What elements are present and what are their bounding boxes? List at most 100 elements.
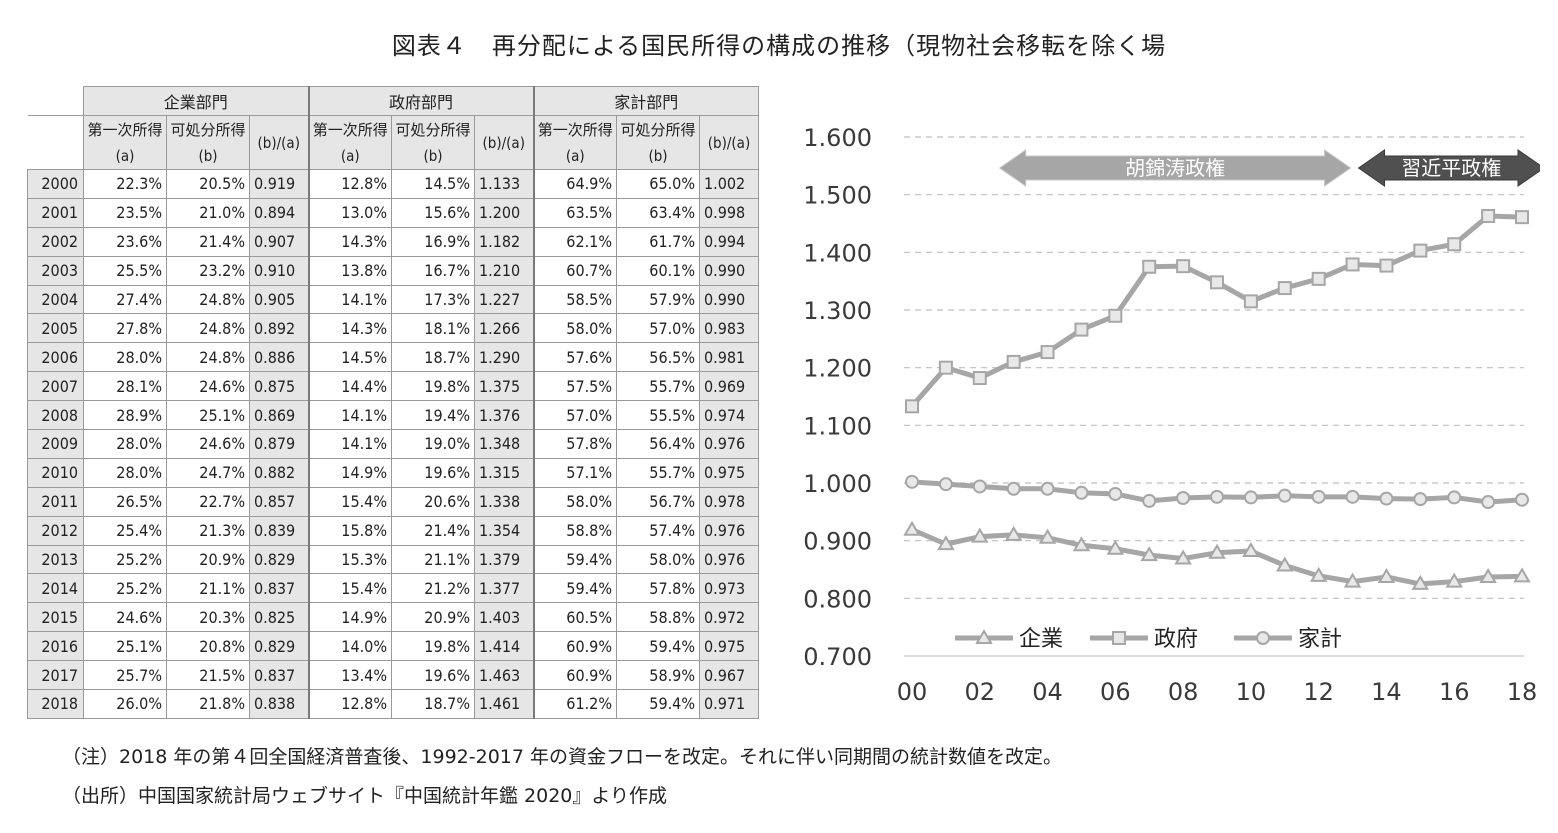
table-row: 2015 24.6% 20.3% 0.825 14.9% 20.9% 1.403 60.5% 5… <box>27 602 759 633</box>
table-row: 2010 28.0% 24.7% 0.882 14.9% 19.6% 1.315 57.1% 5… <box>27 457 759 488</box>
xi-era-arrow <box>1357 149 1540 187</box>
sub-header-line1: 可処分所得 <box>620 120 696 139</box>
table-cell: 60.5% <box>532 602 617 633</box>
table-cell: 1.182 <box>474 226 534 257</box>
table-row: 2008 28.9% 25.1% 0.869 14.1% 19.4% 1.376 57.0% 5… <box>27 400 759 431</box>
group-header-government: 政府部門 <box>307 86 534 116</box>
table-cell: 1.461 <box>474 689 534 719</box>
y-tick-label: 1.200 <box>803 355 872 383</box>
x-tick-label: 08 <box>1168 678 1199 706</box>
table-cell: 1.379 <box>474 544 534 575</box>
table-cell: 1.375 <box>474 371 534 402</box>
table-cell: 1.414 <box>474 631 534 662</box>
table-cell: 0.857 <box>249 486 309 517</box>
group-header-household: 家計部門 <box>532 86 759 116</box>
year-cell: 2008 <box>27 400 84 431</box>
table-cell: 0.972 <box>699 602 759 633</box>
table-row: 2011 26.5% 22.7% 0.857 15.4% 20.6% 1.338 58.0% 5… <box>27 486 759 517</box>
table-row: 2018 26.0% 21.8% 0.838 12.8% 18.7% 1.461 61.2% 5… <box>27 689 759 719</box>
year-cell: 2011 <box>27 486 84 517</box>
table-group-header-row: 企業部門 政府部門 家計部門 <box>27 86 759 116</box>
table-cell: 59.4% <box>532 544 617 575</box>
table-row: 2006 28.0% 24.8% 0.886 14.5% 18.7% 1.290 57.6% 5… <box>27 342 759 373</box>
x-tick-label: 02 <box>965 678 996 706</box>
data-point-triangle <box>937 535 955 551</box>
data-point-square <box>1345 257 1360 272</box>
data-point-circle <box>1256 631 1270 645</box>
table-cell: 15.8% <box>307 515 392 546</box>
table-cell: 1.315 <box>474 457 534 488</box>
data-point-circle <box>1006 481 1021 496</box>
sub-header-line1: 第一次所得 <box>312 120 388 139</box>
data-point-triangle <box>1004 525 1023 541</box>
table-cell: 23.5% <box>83 197 167 228</box>
sub-header-line1: 可処分所得 <box>395 120 471 139</box>
table-cell: 19.0% <box>391 429 475 459</box>
table-cell: 14.1% <box>307 284 392 315</box>
table-cell: 14.3% <box>307 313 392 344</box>
table-cell: 56.4% <box>616 429 700 459</box>
data-point-triangle <box>1242 542 1260 558</box>
primary-income-header: 第一次所得 (a) <box>532 115 617 170</box>
table-cell: 24.6% <box>166 371 250 402</box>
year-cell: 2005 <box>27 313 84 344</box>
table-cell: 19.8% <box>391 371 475 402</box>
legend-label: 企業 <box>1019 627 1063 652</box>
table-row: 2000 22.3% 20.5% 0.919 12.8% 14.5% 1.133 64.9% 6… <box>27 169 759 199</box>
table-cell: 15.4% <box>307 573 392 604</box>
y-tick-label: 0.700 <box>803 643 872 671</box>
data-point-square <box>1277 281 1292 296</box>
table-cell: 14.9% <box>307 457 392 488</box>
table-cell: 59.4% <box>616 631 700 662</box>
table-cell: 25.2% <box>83 544 167 575</box>
table-cell: 28.0% <box>83 342 167 373</box>
table-row: 2001 23.5% 21.0% 0.894 13.0% 15.6% 1.200 63.5% 6… <box>27 197 759 228</box>
table-cell: 59.4% <box>532 573 617 604</box>
table-cell: 20.9% <box>391 602 475 633</box>
data-point-square <box>1108 308 1123 323</box>
primary-income-header: 第一次所得 (a) <box>307 115 392 170</box>
table-cell: 0.978 <box>699 486 759 517</box>
table-cell: 57.9% <box>616 284 700 315</box>
table-cell: 1.210 <box>474 255 534 286</box>
hu-era-label: 胡錦涛政権 <box>1125 156 1225 180</box>
data-point-square <box>1311 271 1326 286</box>
table-cell: 14.5% <box>391 169 475 199</box>
table-cell: 60.1% <box>616 255 700 286</box>
table-cell: 1.338 <box>474 486 534 517</box>
disposable-income-header: 可処分所得 (b) <box>616 115 700 170</box>
y-tick-label: 1.300 <box>803 297 872 325</box>
table-cell: 0.919 <box>249 169 309 199</box>
table-cell: 20.6% <box>391 486 475 517</box>
table-cell: 21.4% <box>166 226 250 257</box>
table-cell: 15.3% <box>307 544 392 575</box>
table-row: 2017 25.7% 21.5% 0.837 13.4% 19.6% 1.463 60.9% 5… <box>27 660 759 691</box>
table-cell: 0.973 <box>699 573 759 604</box>
table-cell: 28.1% <box>83 371 167 402</box>
note-line: （注）2018 年の第４回全国経済普査後、1992-2017 年の資金フローを改… <box>62 746 1062 768</box>
table-cell: 17.3% <box>391 284 475 315</box>
table-cell: 58.0% <box>532 486 617 517</box>
year-cell: 2010 <box>27 457 84 488</box>
year-cell: 2016 <box>27 631 84 662</box>
table-cell: 25.4% <box>83 515 167 546</box>
table-cell: 20.5% <box>166 169 250 199</box>
data-point-triangle <box>1038 528 1057 544</box>
table-cell: 24.8% <box>166 342 250 373</box>
table-cell: 19.6% <box>391 457 475 488</box>
table-cell: 0.829 <box>249 631 309 662</box>
y-tick-label: 0.800 <box>803 585 872 613</box>
table-cell: 24.6% <box>83 602 167 633</box>
table-sub-header-row: 第一次所得 (a) 可処分所得 (b) (b)/(a) 第一次所得 (a) 可処分所得 (b) (… <box>27 115 759 170</box>
table-cell: 61.7% <box>616 226 700 257</box>
year-cell: 2012 <box>27 515 84 546</box>
data-point-triangle <box>1479 568 1497 583</box>
sub-header-line1: (b)/(a) <box>257 133 300 152</box>
year-cell: 2009 <box>27 429 84 459</box>
year-cell: 2000 <box>27 169 84 199</box>
ratio-line-chart: 1.600 1.500 1.400 1.300 1.200 1.100 1.000 0.900… <box>803 124 1540 706</box>
data-point-circle <box>905 474 919 489</box>
table-cell: 1.463 <box>474 660 534 691</box>
data-point-triangle <box>1445 572 1463 588</box>
data-point-circle <box>972 479 987 494</box>
